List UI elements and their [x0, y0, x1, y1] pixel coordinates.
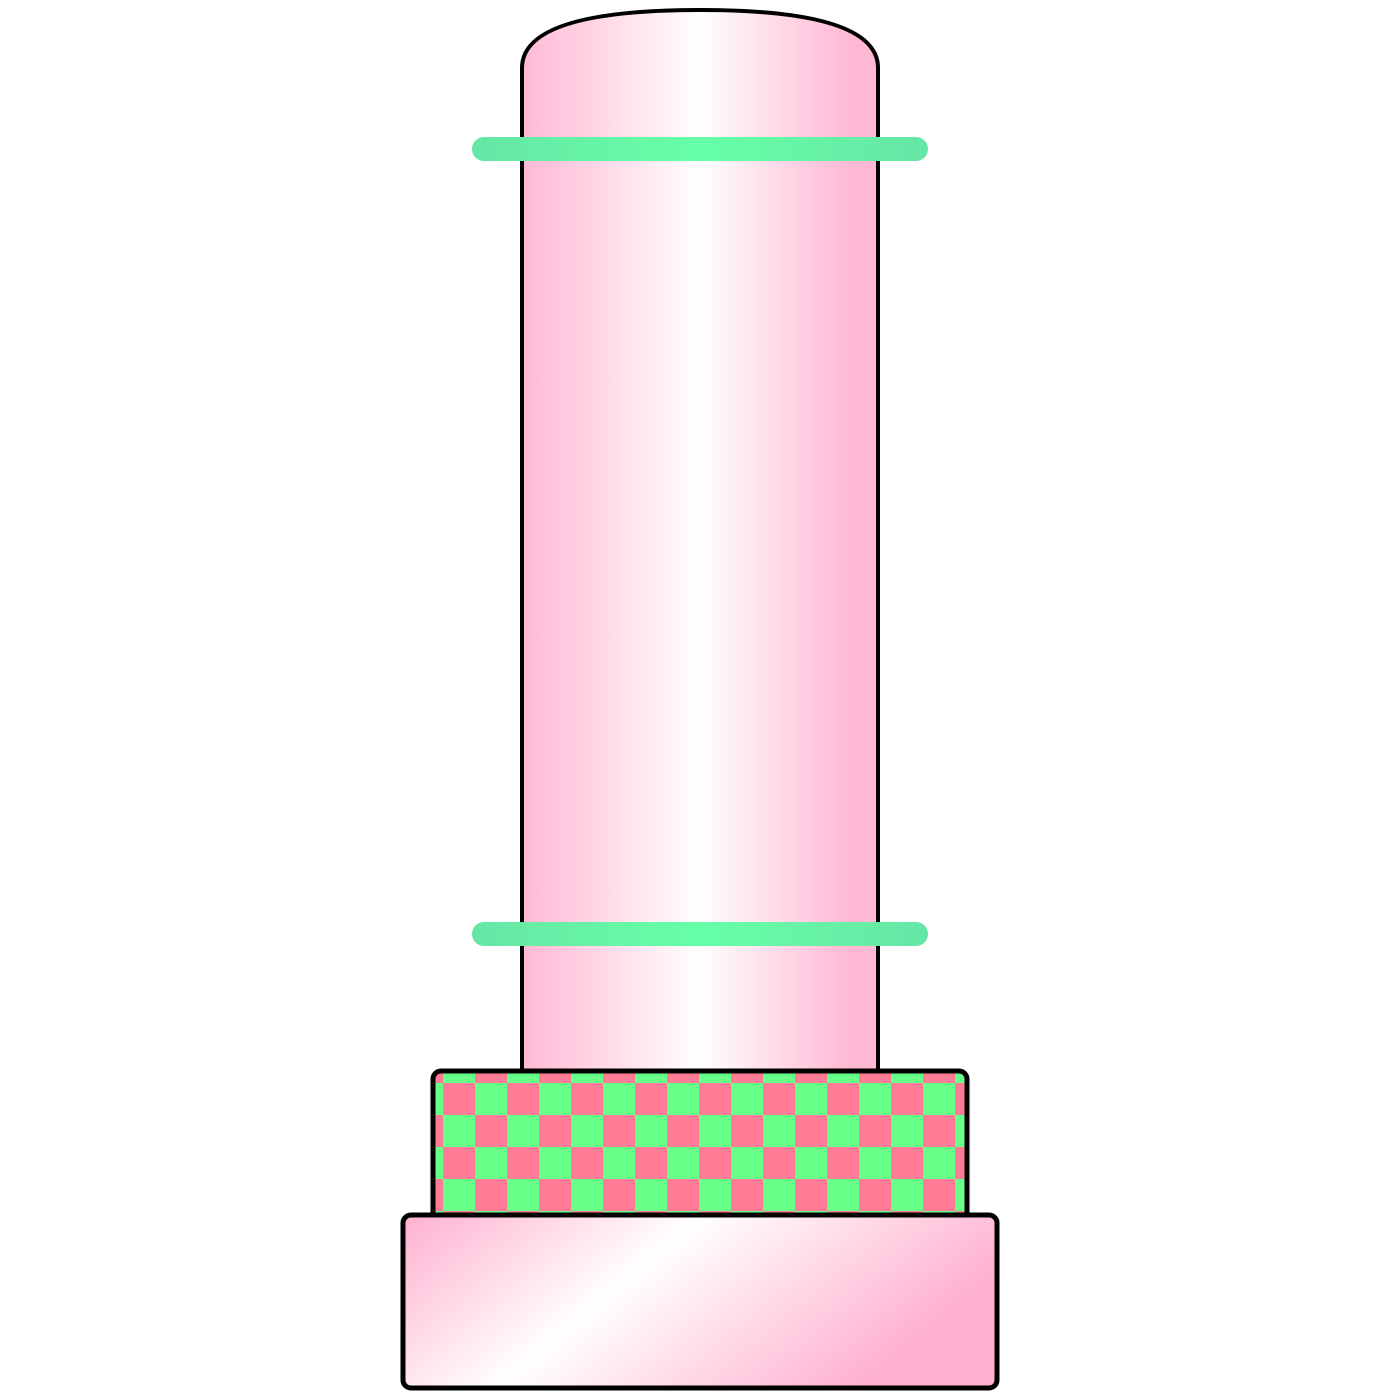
lower-ring	[472, 922, 928, 946]
pillar-column	[520, 7, 880, 1082]
pillar-base	[400, 1212, 1000, 1391]
checkered-band	[430, 1068, 970, 1224]
upper-ring	[472, 137, 928, 161]
